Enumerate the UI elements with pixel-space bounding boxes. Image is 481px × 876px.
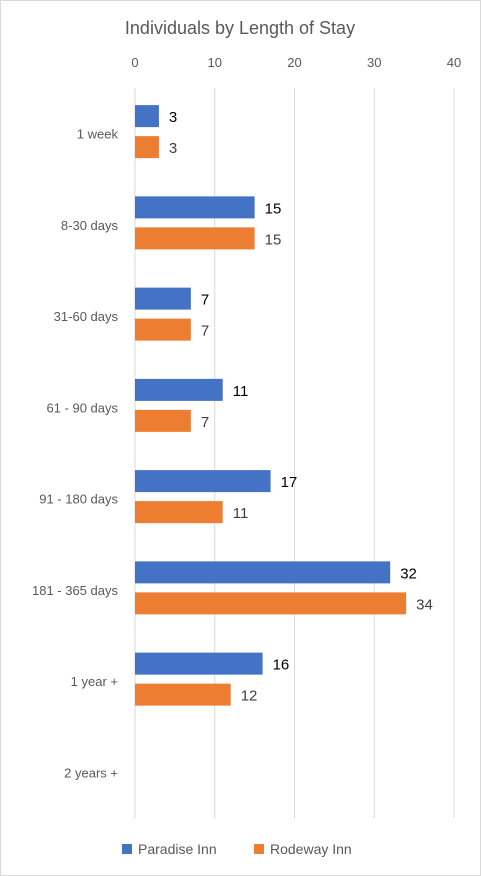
- bar: [135, 318, 191, 341]
- legend-swatch: [122, 844, 132, 854]
- data-label: 11: [233, 383, 249, 400]
- bars: [135, 105, 407, 706]
- category-label: 31-60 days: [54, 309, 119, 324]
- bar: [135, 470, 271, 493]
- bar: [135, 287, 191, 310]
- bar: [135, 227, 255, 250]
- data-label: 7: [201, 292, 209, 309]
- bar: [135, 501, 223, 524]
- category-label: 1 year +: [71, 674, 118, 689]
- x-tick-label: 10: [208, 55, 222, 70]
- data-labels: 3 3 15 15 7 7 11 7 17 11 32 34 16 12: [169, 109, 433, 705]
- data-label: 7: [201, 414, 209, 431]
- x-tick-label: 40: [447, 55, 461, 70]
- bar: [135, 105, 159, 128]
- bar: [135, 409, 191, 432]
- bar: [135, 652, 263, 675]
- legend: Paradise Inn Rodeway Inn: [122, 841, 352, 857]
- data-label: 3: [169, 109, 177, 126]
- legend-swatch: [254, 844, 264, 854]
- bar: [135, 378, 223, 401]
- legend-label: Rodeway Inn: [270, 841, 352, 857]
- category-label: 8-30 days: [61, 218, 119, 233]
- data-label: 16: [273, 657, 290, 674]
- data-label: 17: [281, 474, 298, 491]
- category-label: 91 - 180 days: [39, 492, 118, 507]
- data-label: 15: [265, 200, 282, 217]
- legend-label: Paradise Inn: [138, 841, 217, 857]
- data-label: 34: [416, 596, 433, 613]
- data-label: 32: [400, 565, 417, 582]
- bar: [135, 136, 159, 159]
- x-tick-label: 20: [287, 55, 301, 70]
- chart-title: Individuals by Length of Stay: [125, 18, 355, 38]
- bar: [135, 683, 231, 706]
- category-label: 2 years +: [64, 765, 118, 780]
- data-label: 11: [233, 505, 249, 522]
- category-label: 181 - 365 days: [32, 583, 119, 598]
- bar: [135, 561, 391, 584]
- bar: [135, 592, 407, 615]
- x-axis-ticks: 0 10 20 30 40: [131, 55, 461, 70]
- data-label: 3: [169, 140, 177, 157]
- data-label: 12: [241, 688, 258, 705]
- category-labels: 1 week 8-30 days 31-60 days 61 - 90 days 91 …: [32, 127, 119, 781]
- data-label: 7: [201, 323, 209, 340]
- x-tick-label: 30: [367, 55, 381, 70]
- category-label: 61 - 90 days: [46, 400, 118, 415]
- category-label: 1 week: [77, 127, 119, 142]
- data-label: 15: [265, 231, 282, 248]
- x-tick-label: 0: [131, 55, 138, 70]
- bar: [135, 196, 255, 219]
